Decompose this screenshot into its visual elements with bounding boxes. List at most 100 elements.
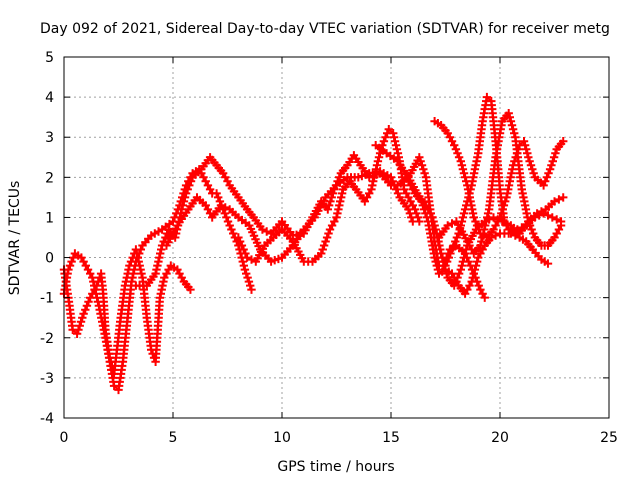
data-point (556, 217, 566, 226)
y-axis-label: SDTVAR / TECUs (7, 181, 23, 296)
plot-frame (63, 56, 610, 419)
data-point (443, 221, 452, 230)
data-point (439, 257, 448, 266)
data-point (504, 109, 513, 118)
x-tick-label: 5 (169, 430, 178, 446)
data-point (415, 217, 424, 226)
data-point (480, 217, 489, 226)
data-point (460, 173, 470, 182)
data-point (507, 121, 517, 130)
x-tick-label: 0 (60, 430, 69, 446)
series-sat-a (59, 165, 256, 395)
y-tick-label: -2 (40, 331, 54, 347)
data-point (458, 165, 468, 174)
x-tick-label: 15 (382, 430, 400, 446)
y-tick-label: 1 (45, 210, 54, 226)
data-point (552, 215, 561, 224)
data-point (431, 257, 440, 266)
data-point (459, 253, 469, 262)
data-point (242, 253, 252, 262)
data-point (178, 201, 187, 210)
y-tick-label: -4 (40, 411, 54, 427)
data-point (247, 285, 256, 294)
data-point (520, 141, 530, 150)
data-point (456, 265, 465, 274)
data-point (216, 201, 226, 210)
y-tick-label: -1 (40, 291, 54, 307)
data-point (554, 195, 564, 204)
data-point (523, 149, 532, 158)
data-point (239, 261, 248, 270)
data-point (247, 255, 256, 264)
data-point (456, 157, 465, 166)
data-point (480, 293, 489, 302)
series-sat-j (404, 177, 566, 298)
data-point (502, 219, 511, 228)
data-point (510, 129, 519, 138)
data-point (506, 117, 516, 126)
data-point (484, 215, 494, 224)
data-point (522, 145, 531, 154)
data-point (384, 125, 393, 134)
data-point (505, 113, 514, 122)
x-tick-label: 25 (600, 430, 618, 446)
data-point (519, 137, 529, 146)
y-tick-label: 5 (45, 50, 54, 66)
data-point (374, 153, 384, 162)
data-point (493, 215, 502, 224)
data-point (508, 125, 518, 134)
data-point (433, 265, 443, 274)
data-point (470, 265, 480, 274)
data-point (258, 225, 267, 234)
data-point (440, 261, 449, 270)
chart-title: Day 092 of 2021, Sidereal Day-to-day VTE… (40, 21, 610, 37)
data-point (432, 261, 441, 270)
data-point (177, 205, 186, 214)
series-sat-g (430, 117, 568, 242)
data-point (430, 253, 439, 262)
data-point (469, 269, 478, 278)
data-point (373, 157, 383, 166)
data-point (467, 277, 476, 286)
data-point (504, 229, 513, 238)
data-point (408, 217, 417, 226)
data-point (513, 225, 522, 234)
data-point (436, 249, 446, 258)
data-point (508, 227, 518, 236)
data-point (559, 137, 568, 146)
data-point (458, 213, 468, 222)
data-point (539, 209, 548, 218)
series-sat-d (162, 167, 417, 266)
data-point (179, 197, 189, 206)
data-point (460, 205, 470, 214)
data-point (530, 213, 540, 222)
data-point (517, 223, 526, 232)
data-point (483, 209, 493, 218)
y-tick-label: 0 (45, 251, 54, 267)
data-point (535, 211, 544, 220)
data-point (462, 245, 471, 254)
data-point (471, 261, 481, 270)
data-point (548, 213, 557, 222)
data-layer (59, 92, 568, 395)
data-point (438, 253, 447, 262)
data-point (559, 193, 568, 202)
series-sat-e (234, 125, 424, 266)
x-axis-label: GPS time / hours (277, 459, 394, 475)
data-point (487, 233, 496, 242)
data-point (462, 177, 471, 186)
data-point (221, 203, 230, 212)
data-point (458, 257, 468, 266)
data-point (472, 257, 482, 266)
data-point (459, 209, 469, 218)
tick-layer: 0 5 10 15 20 25 -4 -3 -2 -1 0 1 2 3 4 5 (40, 50, 618, 446)
y-tick-label: 4 (45, 90, 54, 106)
data-point (459, 169, 469, 178)
y-tick-label: 3 (45, 130, 54, 146)
data-point (543, 259, 553, 268)
data-point (447, 219, 457, 228)
data-point (180, 193, 190, 202)
data-point (550, 197, 559, 206)
